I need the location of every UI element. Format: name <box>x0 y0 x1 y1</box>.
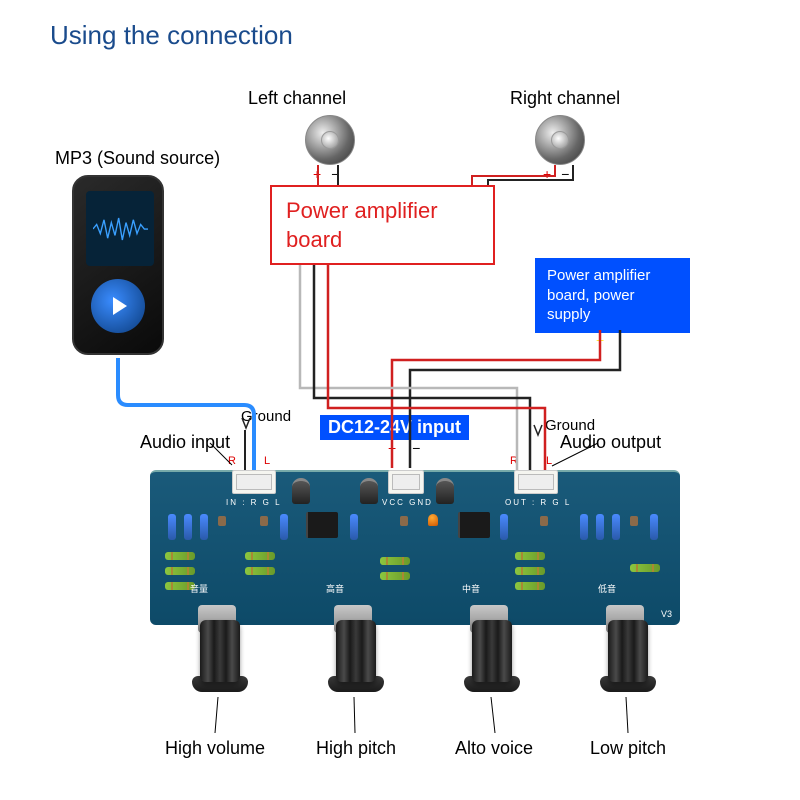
resistor <box>630 564 660 572</box>
pcb-board: IN : R G L VCC GND OUT : R G L 音量 高音 中音 … <box>150 470 680 625</box>
resistor <box>580 514 588 540</box>
right-channel-label: Right channel <box>510 88 620 109</box>
knob-alto[interactable] <box>462 620 522 692</box>
small-cap <box>630 516 638 526</box>
amplifier-box: Power amplifier board <box>270 185 495 265</box>
ground-left-label: Ground <box>241 408 291 425</box>
resistor <box>168 514 176 540</box>
connector-audio-out <box>514 470 558 494</box>
ic-chip-2 <box>458 512 490 538</box>
resistor <box>200 514 208 540</box>
resistor <box>380 557 410 565</box>
resistor <box>165 552 195 560</box>
out-r-label: R <box>510 455 518 467</box>
audio-output-label: Audio output <box>560 432 661 453</box>
knob-cn-3: 低音 <box>598 582 616 595</box>
ground-right-label: Ground <box>545 417 595 434</box>
resistor <box>245 552 275 560</box>
dc-input-badge: DC12-24V input <box>320 415 469 440</box>
connector-audio-in <box>232 470 276 494</box>
dc-polarity: +− <box>388 440 420 456</box>
out-l-label: L <box>546 455 552 467</box>
capacitor <box>292 478 310 504</box>
capacitor <box>360 478 378 504</box>
in-pin-label: IN : R G L <box>226 498 282 507</box>
knob-label-3: Low pitch <box>590 738 666 759</box>
left-speaker-polarity: +− <box>313 166 339 182</box>
knob-label-1: High pitch <box>316 738 396 759</box>
knob-volume[interactable] <box>190 620 250 692</box>
left-channel-label: Left channel <box>248 88 346 109</box>
capacitor <box>436 478 454 504</box>
audio-input-label: Audio input <box>140 432 230 453</box>
knob-high-pitch[interactable] <box>326 620 386 692</box>
ic-chip-1 <box>306 512 338 538</box>
knob-cn-0: 音量 <box>190 582 208 595</box>
small-cap <box>400 516 408 526</box>
out-pin-label: OUT : R G L <box>505 498 571 507</box>
resistor <box>650 514 658 540</box>
knob-cn-1: 高音 <box>326 582 344 595</box>
connector-power <box>388 470 424 494</box>
resistor <box>612 514 620 540</box>
resistor <box>515 552 545 560</box>
small-cap <box>540 516 548 526</box>
psu-polarity: +− <box>596 332 622 348</box>
resistor <box>380 572 410 580</box>
right-speaker-icon <box>535 115 585 165</box>
knob-low-pitch[interactable] <box>598 620 658 692</box>
resistor <box>515 567 545 575</box>
wiring-overlay <box>0 0 800 800</box>
small-cap <box>260 516 268 526</box>
in-r-label: R <box>228 455 236 467</box>
resistor <box>280 514 288 540</box>
knob-cn-2: 中音 <box>462 582 480 595</box>
pwr-pin-label: VCC GND <box>382 498 433 507</box>
in-l-label: L <box>264 455 270 467</box>
knob-label-2: Alto voice <box>455 738 533 759</box>
resistor <box>165 567 195 575</box>
led-indicator <box>428 514 438 526</box>
psu-box: Power amplifier board, power supply <box>535 258 690 333</box>
resistor <box>350 514 358 540</box>
small-cap <box>218 516 226 526</box>
mp3-label: MP3 (Sound source) <box>55 148 220 169</box>
right-speaker-polarity: +− <box>543 166 569 182</box>
resistor <box>596 514 604 540</box>
mp3-player-icon <box>72 175 164 355</box>
resistor <box>500 514 508 540</box>
resistor <box>245 567 275 575</box>
pcb-version: V3 <box>661 609 672 619</box>
resistor <box>184 514 192 540</box>
left-speaker-icon <box>305 115 355 165</box>
resistor <box>515 582 545 590</box>
knob-label-0: High volume <box>165 738 265 759</box>
page-title: Using the connection <box>50 20 293 51</box>
